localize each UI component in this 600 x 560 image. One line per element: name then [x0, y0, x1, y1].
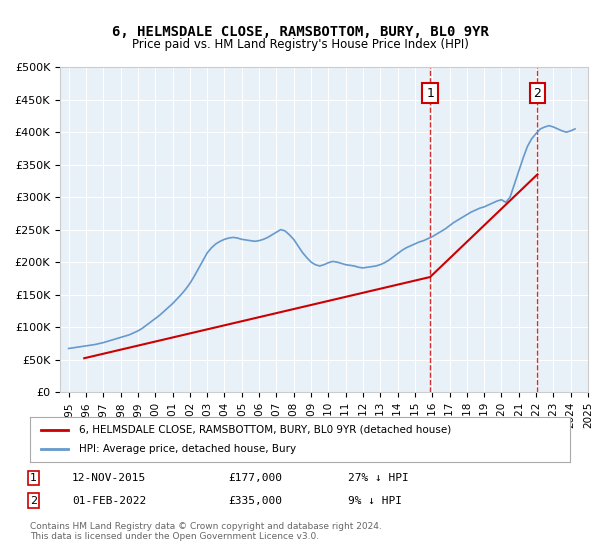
Text: 12-NOV-2015: 12-NOV-2015	[72, 473, 146, 483]
Text: 2: 2	[533, 87, 541, 100]
Text: 27% ↓ HPI: 27% ↓ HPI	[348, 473, 409, 483]
Text: 1: 1	[426, 87, 434, 100]
Text: £177,000: £177,000	[228, 473, 282, 483]
Text: 6, HELMSDALE CLOSE, RAMSBOTTOM, BURY, BL0 9YR (detached house): 6, HELMSDALE CLOSE, RAMSBOTTOM, BURY, BL…	[79, 424, 451, 435]
Text: 2: 2	[30, 496, 37, 506]
Text: HPI: Average price, detached house, Bury: HPI: Average price, detached house, Bury	[79, 445, 296, 455]
Text: 1: 1	[30, 473, 37, 483]
Text: Price paid vs. HM Land Registry's House Price Index (HPI): Price paid vs. HM Land Registry's House …	[131, 38, 469, 51]
Text: £335,000: £335,000	[228, 496, 282, 506]
Text: 9% ↓ HPI: 9% ↓ HPI	[348, 496, 402, 506]
Text: 6, HELMSDALE CLOSE, RAMSBOTTOM, BURY, BL0 9YR: 6, HELMSDALE CLOSE, RAMSBOTTOM, BURY, BL…	[112, 25, 488, 39]
Text: 01-FEB-2022: 01-FEB-2022	[72, 496, 146, 506]
Text: Contains HM Land Registry data © Crown copyright and database right 2024.
This d: Contains HM Land Registry data © Crown c…	[30, 522, 382, 542]
